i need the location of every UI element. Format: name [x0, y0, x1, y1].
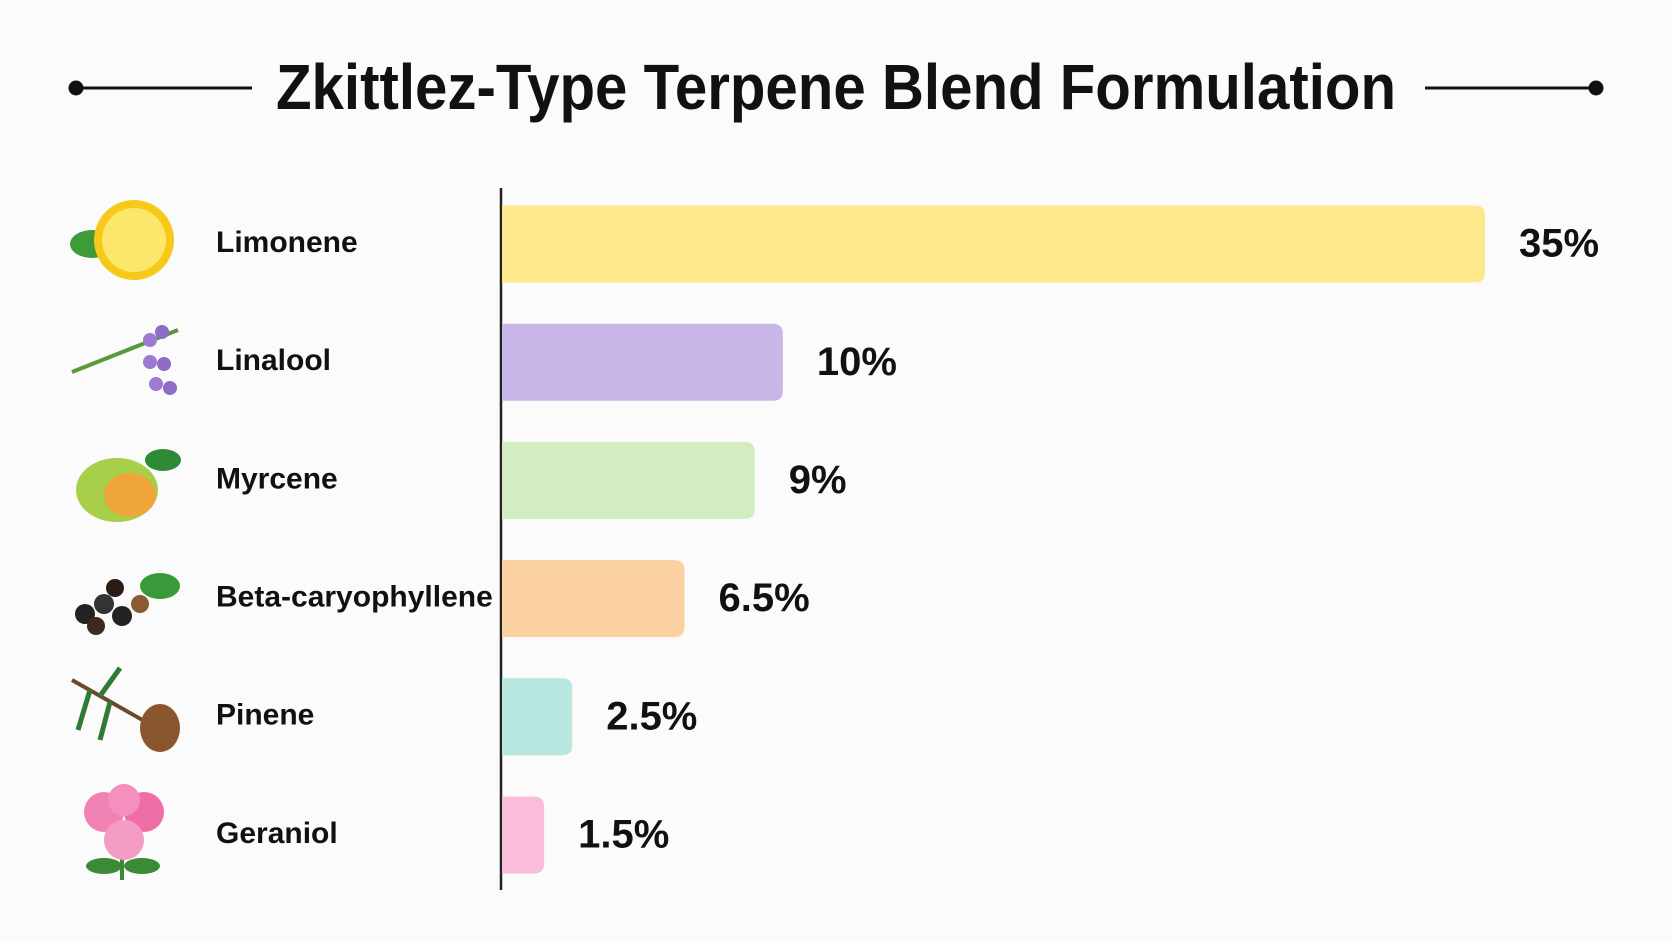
geranium-icon	[84, 784, 164, 880]
chart-title: Zkittlez-Type Terpene Blend Formulation	[276, 51, 1396, 123]
category-label: Pinene	[216, 699, 314, 732]
value-label: 10%	[817, 340, 897, 384]
value-label: 2.5%	[606, 694, 697, 738]
value-label: 35%	[1519, 222, 1599, 266]
value-label: 1.5%	[578, 813, 669, 857]
category-label: Beta-caryophyllene	[216, 581, 493, 614]
bar	[502, 796, 545, 874]
pepper-icon	[75, 573, 180, 635]
icons	[70, 200, 181, 880]
pine-icon	[71, 666, 180, 752]
value-label: 9%	[789, 458, 847, 502]
mango-icon	[76, 449, 181, 522]
category-label: Limonene	[216, 226, 358, 259]
bar	[502, 560, 685, 638]
category-label: Linalool	[216, 344, 331, 377]
value-label: 6.5%	[719, 576, 810, 620]
bar	[502, 441, 755, 519]
bar	[502, 678, 573, 756]
lavender-icon	[71, 325, 179, 395]
bar	[502, 205, 1485, 283]
category-label: Myrcene	[216, 462, 338, 495]
lemon-icon	[70, 200, 174, 280]
category-label: Geraniol	[216, 817, 338, 850]
bar	[502, 323, 783, 401]
title-decoration	[68, 80, 1604, 96]
